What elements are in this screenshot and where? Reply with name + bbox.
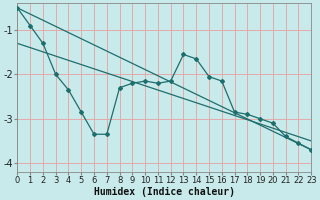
X-axis label: Humidex (Indice chaleur): Humidex (Indice chaleur) xyxy=(94,186,235,197)
